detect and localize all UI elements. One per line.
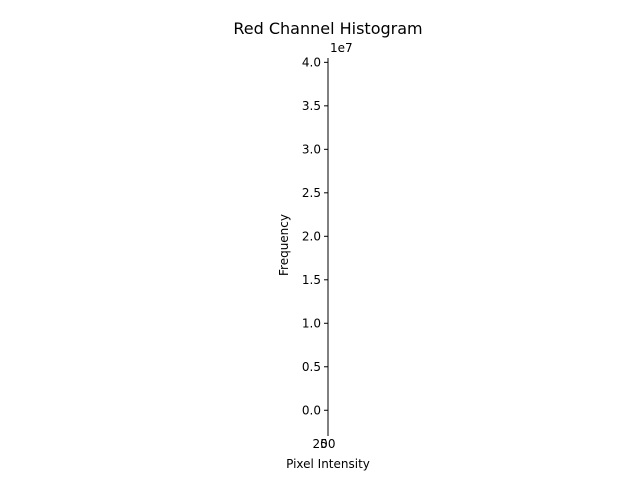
y-tick-label: 2.5 xyxy=(302,186,321,200)
y-tick-label: 3.0 xyxy=(302,142,321,156)
y-ticks: 0.0 0.5 1.0 1.5 2.0 2.5 3.0 3.5 4.0 xyxy=(302,55,328,417)
x-tick-label-1: 250 xyxy=(313,437,336,451)
y-tick-label: 4.0 xyxy=(302,55,321,69)
y-tick-label: 1.5 xyxy=(302,273,321,287)
x-ticks: 0 250 xyxy=(313,432,336,451)
y-tick-label: 2.0 xyxy=(302,229,321,243)
x-tick-label-0: 0 xyxy=(320,437,328,451)
y-tick-label: 1.0 xyxy=(302,316,321,330)
y-offset-label: 1e7 xyxy=(330,41,353,55)
y-axis-label: Frequency xyxy=(277,214,291,276)
chart-title: Red Channel Histogram xyxy=(233,19,422,38)
y-tick-label: 0.0 xyxy=(302,403,321,417)
y-tick-label: 0.5 xyxy=(302,360,321,374)
y-tick-label: 3.5 xyxy=(302,99,321,113)
x-axis-label: Pixel Intensity xyxy=(286,457,370,471)
